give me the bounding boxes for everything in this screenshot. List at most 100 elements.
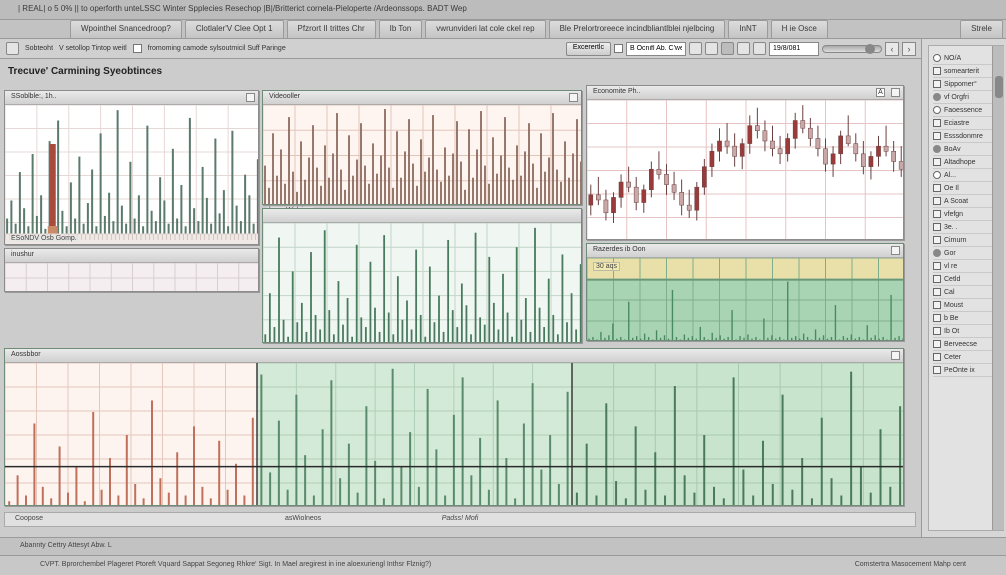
tab-2[interactable]: Pfzrort II trittes Chr <box>287 20 376 38</box>
side-item-10[interactable]: Oe Il <box>933 182 999 195</box>
zoom-slider[interactable] <box>822 45 882 53</box>
toolbar-label: fromoming camode sylsoutmicil Suff Parin… <box>148 45 286 52</box>
side-item-8[interactable]: Altadhope <box>933 156 999 169</box>
ruler-label: asWiolneos <box>285 515 321 522</box>
side-item-14[interactable]: Cimurn <box>933 234 999 247</box>
side-item-24[interactable]: PeOnte ix <box>933 364 999 377</box>
dot-icon <box>933 145 941 153</box>
box-icon <box>933 366 941 374</box>
tab-6[interactable]: InNT <box>728 20 767 38</box>
side-item-20[interactable]: b Be <box>933 312 999 325</box>
side-item-12[interactable]: vfefgn <box>933 208 999 221</box>
toolbar-icon[interactable] <box>753 42 766 55</box>
side-item-3[interactable]: vf Orgfri <box>933 91 999 104</box>
side-item-17[interactable]: Cetld <box>933 273 999 286</box>
panel-area: Razerdes ib Oon 30 aqs <box>586 243 904 341</box>
ruler-caption: Padss! Mofi <box>442 515 479 522</box>
panel-menu-icon[interactable] <box>569 93 578 102</box>
side-item-18[interactable]: Cal <box>933 286 999 299</box>
panel-menu-icon[interactable] <box>891 88 900 97</box>
panel-header: SSoblble:, 1h.. <box>5 91 258 105</box>
panel-header: Razerdes ib Oon <box>587 244 903 258</box>
mag-icon <box>933 171 941 179</box>
box-icon <box>933 236 941 244</box>
toolbar-label: V setollop Tintop weitl <box>59 45 127 52</box>
side-item-9[interactable]: Al... <box>933 169 999 182</box>
sub-toolbar: Sobteoht V setollop Tintop weitl fromoming… <box>0 39 1006 59</box>
side-item-4[interactable]: Faoessence <box>933 104 999 117</box>
box-icon <box>933 67 941 75</box>
page-title: Trecuve' Carmining Syeobtinces <box>8 66 162 77</box>
tab-0[interactable]: Wpointhel Snancedroop? <box>70 20 182 38</box>
panel-badge-icon[interactable]: A <box>876 88 885 97</box>
side-item-6[interactable]: Esssdonmre <box>933 130 999 143</box>
tab-3[interactable]: Ib Ton <box>379 20 423 38</box>
tab-right[interactable]: Strele <box>960 20 1003 38</box>
tab-4[interactable]: vwrunvideri lat cole ckel rep <box>425 20 545 38</box>
side-item-19[interactable]: Moust <box>933 299 999 312</box>
panel-price: Economite Ph.. A <box>586 85 904 240</box>
box-icon <box>933 158 941 166</box>
date-input[interactable] <box>769 42 819 56</box>
panel-header: Videooller <box>263 91 581 105</box>
box-icon <box>933 301 941 309</box>
box-icon <box>933 340 941 348</box>
side-item-21[interactable]: Ib Ot <box>933 325 999 338</box>
tab-bar: Wpointhel Snancedroop?Clotlaler'V Clee O… <box>0 20 1006 39</box>
side-item-16[interactable]: vl re <box>933 260 999 273</box>
toolbar-icon[interactable] <box>721 42 734 55</box>
tab-1[interactable]: Clotlaler'V Clee Opt 1 <box>185 20 284 38</box>
toolbar-icon[interactable] <box>705 42 718 55</box>
nav-forward-button[interactable]: › <box>902 42 916 56</box>
panel-menu-icon[interactable] <box>246 93 255 102</box>
box-icon <box>933 184 941 192</box>
dot-icon <box>933 249 941 257</box>
side-item-13[interactable]: 3e. . <box>933 221 999 234</box>
panel-header: inushur <box>5 249 258 263</box>
side-item-0[interactable]: NO/A <box>933 52 999 65</box>
status-right: Comstertra Masocement Mahp cent <box>855 561 966 570</box>
panel-green1 <box>262 208 582 343</box>
side-item-5[interactable]: Eciastre <box>933 117 999 130</box>
checkbox-icon[interactable] <box>133 44 142 53</box>
toolbar-icon[interactable] <box>689 42 702 55</box>
status-bar-lower: CVPT. Bprorchembel Plageret Ptoreft Vqua… <box>0 555 1006 575</box>
scrollbar[interactable] <box>992 46 1004 530</box>
panel-overview: SSoblble:, 1h.. ESoNDV Osb Gomp. <box>4 90 259 245</box>
tab-5[interactable]: Ble Prelortroreece incindbliantlblei nje… <box>549 20 726 38</box>
box-icon <box>933 132 941 140</box>
mag-icon <box>933 54 941 62</box>
symbol-input[interactable] <box>626 42 686 56</box>
box-icon <box>933 210 941 218</box>
side-item-23[interactable]: Ceter <box>933 351 999 364</box>
checkbox-icon[interactable] <box>614 44 623 53</box>
menu-bar: | REAL| o 5 0% || to operforth unteLSSC … <box>0 0 1006 20</box>
side-item-7[interactable]: BoAv <box>933 143 999 156</box>
nav-back-button[interactable]: ‹ <box>885 42 899 56</box>
box-icon <box>933 327 941 335</box>
status-left: CVPT. Bprorchembel Plageret Ptoreft Vqua… <box>40 561 431 570</box>
export-button[interactable]: Excerertlc <box>566 42 611 56</box>
panel-menu-icon[interactable] <box>891 246 900 255</box>
box-icon <box>933 80 941 88</box>
toolbar-icon[interactable] <box>6 42 19 55</box>
toolbar-icon[interactable] <box>737 42 750 55</box>
box-icon <box>933 288 941 296</box>
dot-icon <box>933 93 941 101</box>
tab-7[interactable]: H ie Osce <box>771 20 828 38</box>
side-item-15[interactable]: Gor <box>933 247 999 260</box>
side-panel: NO/AsomearteritSippomer°vf OrgfriFaoesse… <box>921 39 1006 537</box>
side-item-1[interactable]: somearterit <box>933 65 999 78</box>
side-item-22[interactable]: Berveecse <box>933 338 999 351</box>
box-icon <box>933 262 941 270</box>
side-item-11[interactable]: A Scoat <box>933 195 999 208</box>
box-icon <box>933 353 941 361</box>
area-badge: 30 aqs <box>593 262 620 271</box>
toolbar-label: Sobteoht <box>25 45 53 52</box>
box-icon <box>933 314 941 322</box>
panel-menu-icon[interactable] <box>891 351 900 360</box>
box-icon <box>933 275 941 283</box>
time-ruler[interactable]: Coopose asWiolneos Padss! Mofi <box>4 512 916 527</box>
side-item-2[interactable]: Sippomer° <box>933 78 999 91</box>
panel-wide: Aossbbor <box>4 348 904 506</box>
